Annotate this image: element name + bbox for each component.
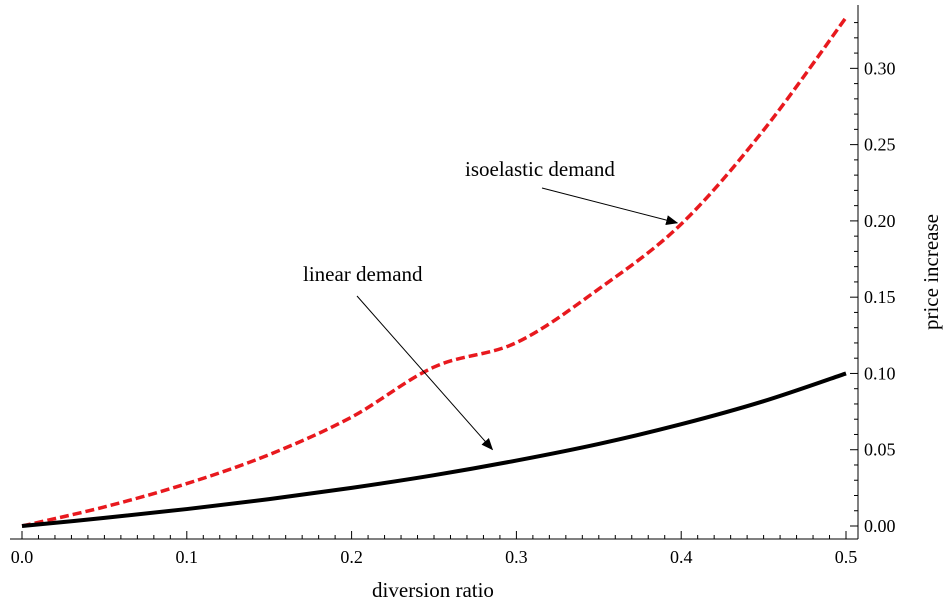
- linear-demand-label: linear demand: [303, 262, 423, 286]
- x-tick-label: 0.2: [340, 547, 363, 567]
- y-tick-label: 0.15: [864, 287, 896, 307]
- y-axis-title: price increase: [919, 214, 943, 330]
- y-ticks: 0.00 0.05 0.10 0.15 0.20 0.25 0.30: [850, 22, 896, 536]
- y-tick-label: 0.30: [864, 58, 896, 78]
- y-tick-label: 0.00: [864, 516, 896, 536]
- linear-demand-arrow: [356, 295, 494, 451]
- axes: 0.0 0.1 0.2 0.3 0.4 0.5 0.000.050.100.150.200…: [10, 5, 896, 567]
- isoelastic-demand-label: isoelastic demand: [465, 157, 615, 181]
- linear-demand-line: [21, 371, 847, 528]
- x-tick-label: 0.1: [176, 547, 199, 567]
- isoelastic-demand-arrow: [541, 187, 679, 225]
- x-tick-label: 0.5: [835, 547, 858, 567]
- x-tick-label: 0.3: [505, 547, 528, 567]
- x-ticks: 0.0 0.1 0.2 0.3 0.4 0.5: [11, 531, 858, 567]
- y-tick-label: 0.05: [864, 440, 896, 460]
- y-tick-label: 0.10: [864, 363, 896, 383]
- x-tick-label: 0.0: [11, 547, 34, 567]
- y-tick-label: 0.20: [864, 211, 896, 231]
- isoelastic-demand-line: [21, 16, 848, 528]
- x-axis-title: diversion ratio: [372, 578, 494, 602]
- series-group: [21, 16, 848, 528]
- y-tick-label: 0.25: [864, 135, 896, 155]
- x-tick-label: 0.4: [670, 547, 693, 567]
- annotations: isoelastic demand linear demand: [303, 157, 679, 451]
